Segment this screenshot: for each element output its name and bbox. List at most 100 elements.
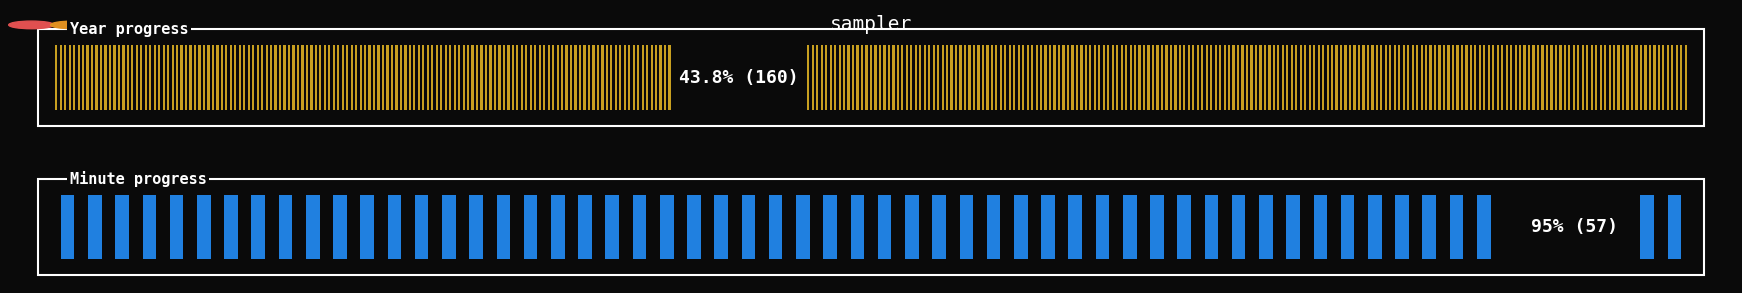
Bar <box>56 45 57 110</box>
Bar <box>498 45 500 110</box>
Bar <box>256 45 260 110</box>
Bar <box>1519 45 1521 110</box>
Bar <box>310 45 312 110</box>
Bar <box>897 45 899 110</box>
Bar <box>293 45 294 110</box>
Bar <box>1639 45 1643 110</box>
Bar <box>1622 45 1624 110</box>
Bar <box>941 45 944 110</box>
Bar <box>995 45 998 110</box>
Bar <box>660 195 674 259</box>
Bar <box>472 45 474 110</box>
Bar <box>977 45 979 110</box>
Bar <box>1502 45 1503 110</box>
Bar <box>1685 45 1686 110</box>
Bar <box>122 45 124 110</box>
Bar <box>369 45 371 110</box>
Bar <box>327 45 331 110</box>
Bar <box>592 45 594 110</box>
Bar <box>244 45 246 110</box>
Bar <box>139 45 143 110</box>
Bar <box>1371 45 1373 110</box>
Bar <box>1223 45 1226 110</box>
Bar <box>1477 195 1491 259</box>
Bar <box>207 45 209 110</box>
Bar <box>496 195 510 259</box>
Bar <box>1533 45 1535 110</box>
Bar <box>986 195 1000 259</box>
Bar <box>982 45 984 110</box>
Bar <box>449 45 451 110</box>
Bar <box>878 195 892 259</box>
Bar <box>901 45 904 110</box>
Bar <box>1671 45 1674 110</box>
Bar <box>1308 45 1310 110</box>
Bar <box>909 45 913 110</box>
Bar <box>1165 45 1167 110</box>
Bar <box>1160 45 1164 110</box>
Bar <box>1493 45 1495 110</box>
Bar <box>64 45 66 110</box>
Bar <box>239 45 240 110</box>
Bar <box>1273 45 1275 110</box>
Bar <box>1009 45 1010 110</box>
Bar <box>1054 45 1056 110</box>
Bar <box>1528 45 1529 110</box>
Bar <box>427 45 429 110</box>
Bar <box>1014 195 1028 259</box>
Bar <box>1066 45 1070 110</box>
Bar <box>923 45 925 110</box>
Bar <box>1242 45 1244 110</box>
Bar <box>714 195 728 259</box>
Bar <box>1139 45 1141 110</box>
Bar <box>1057 45 1061 110</box>
Bar <box>1613 45 1615 110</box>
Bar <box>190 45 192 110</box>
Bar <box>1251 45 1252 110</box>
Bar <box>1451 45 1455 110</box>
Bar <box>606 45 608 110</box>
Bar <box>1134 45 1136 110</box>
Bar <box>284 45 286 110</box>
Bar <box>105 45 106 110</box>
Bar <box>1322 45 1324 110</box>
Bar <box>878 45 881 110</box>
Bar <box>742 195 756 259</box>
Bar <box>1582 45 1583 110</box>
Bar <box>1514 45 1517 110</box>
Bar <box>1171 45 1172 110</box>
Bar <box>1564 45 1566 110</box>
Bar <box>1357 45 1361 110</box>
Bar <box>570 45 571 110</box>
Bar <box>1644 45 1646 110</box>
Bar <box>1631 45 1634 110</box>
Bar <box>159 45 160 110</box>
Bar <box>1439 45 1441 110</box>
Bar <box>1505 45 1509 110</box>
Bar <box>77 45 80 110</box>
Bar <box>96 45 98 110</box>
Bar <box>181 45 183 110</box>
Bar <box>145 45 146 110</box>
Bar <box>1246 45 1249 110</box>
Bar <box>301 45 303 110</box>
Bar <box>476 45 477 110</box>
Bar <box>507 45 509 110</box>
Bar <box>538 45 540 110</box>
Bar <box>395 45 397 110</box>
Bar <box>826 45 827 110</box>
Bar <box>1045 45 1047 110</box>
Bar <box>275 45 277 110</box>
Bar <box>1124 195 1136 259</box>
Bar <box>1345 45 1347 110</box>
Bar <box>1550 45 1552 110</box>
Bar <box>1085 45 1087 110</box>
Bar <box>834 45 836 110</box>
Bar <box>1265 45 1266 110</box>
Bar <box>1094 45 1096 110</box>
Bar <box>361 195 375 259</box>
Bar <box>1205 45 1207 110</box>
Bar <box>584 45 585 110</box>
Bar <box>1658 45 1660 110</box>
Bar <box>960 45 962 110</box>
